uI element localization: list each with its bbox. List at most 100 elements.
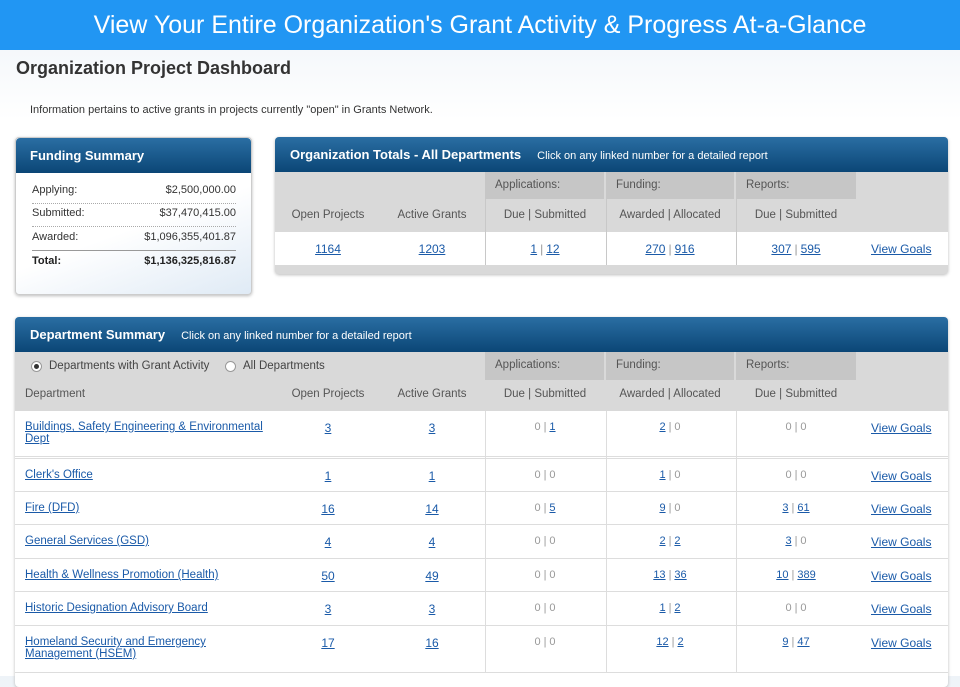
group-column [606,626,734,673]
count-link[interactable]: 17 [321,636,335,650]
count-link[interactable]: 270 [645,242,666,256]
view-goals-link[interactable]: View Goals [871,636,932,650]
view-goals-link[interactable]: View Goals [871,469,932,483]
count: 0 [549,535,556,547]
count-link[interactable]: 1 [659,469,666,481]
cell: 270 | 916 [606,242,734,256]
cell: 10 | 389 [736,569,856,581]
cell: 0 | 0 [485,636,605,648]
count: 0 [549,569,556,581]
count-link[interactable]: 3 [324,421,332,435]
view-goals-link[interactable]: View Goals [871,602,932,616]
count: 0 [785,421,792,433]
count-link[interactable]: 2 [659,535,666,547]
count-link[interactable]: 9 [659,502,666,514]
view-goals-link[interactable]: View Goals [871,242,932,256]
count-link[interactable]: 4 [324,535,332,549]
count-link[interactable]: 3 [428,602,436,616]
summary-label: Awarded: [32,231,79,243]
radio-button[interactable] [31,361,42,372]
summary-label: Submitted: [32,207,85,219]
count-link[interactable]: 9 [782,636,789,648]
count-link[interactable]: 3 [324,602,332,616]
cell: 1 | 0 [606,469,734,481]
view-goals-link[interactable]: View Goals [871,421,932,435]
panel-hint: Click on any linked number for a detaile… [181,330,412,342]
group-header: Applications: [485,172,604,199]
summary-value: $37,470,415.00 [159,207,236,219]
count-link[interactable]: 4 [428,535,436,549]
department-row: Fire (DFD) 16 14 0 | 5 9 | 0 3 | 61 View Goals [15,492,948,525]
column-header: Department [25,388,86,400]
count-link[interactable]: 916 [674,242,695,256]
radio-button[interactable] [225,361,236,372]
count-link[interactable]: 389 [797,569,816,581]
column-header: Due | Submitted [503,388,587,400]
count: 0 [674,469,681,481]
department-link[interactable]: General Services (GSD) [25,535,149,547]
summary-label: Applying: [32,184,78,196]
group-column [736,525,856,559]
cell: 1 | 12 [485,242,605,256]
count-link[interactable]: 50 [321,569,335,583]
count: 0 [800,469,807,481]
view-goals-link[interactable]: View Goals [871,535,932,549]
count-link[interactable]: 2 [674,602,681,614]
count-link[interactable]: 1164 [315,242,341,256]
count-link[interactable]: 1 [324,469,332,483]
cell: 9 | 0 [606,502,734,514]
count-link[interactable]: 307 [771,242,792,256]
count: 0 [800,535,807,547]
count-link[interactable]: 3 [428,421,436,435]
department-link[interactable]: Buildings, Safety Engineering & Environm… [25,421,263,445]
panel-title: Department Summary [30,327,166,342]
panel-hint: Click on any linked number for a detaile… [537,150,768,162]
department-link[interactable]: Clerk's Office [25,469,93,481]
separator: | [794,602,798,614]
count-link[interactable]: 13 [653,569,666,581]
count-link[interactable]: 12 [656,636,669,648]
count-link[interactable]: 1 [659,602,666,614]
separator: | [671,636,675,648]
count-link[interactable]: 2 [677,636,684,648]
count-link[interactable]: 10 [776,569,789,581]
count-link[interactable]: 2 [674,535,681,547]
funding-summary: Funding Summary Applying: $2,500,000.00 Su… [15,137,252,295]
view-goals-link[interactable]: View Goals [871,569,932,583]
view-goals-link[interactable]: View Goals [871,502,932,516]
department-link[interactable]: Historic Designation Advisory Board [25,602,208,614]
count-link[interactable]: 595 [800,242,821,256]
info-text: Information pertains to active grants in… [30,104,433,116]
panel-title: Organization Totals - All Departments [290,147,522,162]
count-link[interactable]: 5 [549,502,556,514]
count-link[interactable]: 16 [425,636,439,650]
count-link[interactable]: 36 [674,569,687,581]
count-link[interactable]: 49 [425,569,439,583]
cell: 9 | 47 [736,636,856,648]
count-link[interactable]: 1 [428,469,436,483]
count-link[interactable]: 1 [549,421,556,433]
banner: View Your Entire Organization's Grant Ac… [0,0,960,50]
department-link[interactable]: Homeland Security and Emergency Manageme… [25,636,206,660]
department-link[interactable]: Fire (DFD) [25,502,80,514]
count-link[interactable]: 16 [321,502,335,516]
count-link[interactable]: 3 [782,502,789,514]
separator: | [791,569,795,581]
count-link[interactable]: 14 [425,502,439,516]
count-link[interactable]: 47 [797,636,810,648]
department-link[interactable]: Health & Wellness Promotion (Health) [25,569,219,581]
cell: 4 [280,535,376,549]
group-column [485,199,604,265]
count-link[interactable]: 12 [546,242,560,256]
count-link[interactable]: 1203 [418,242,446,256]
count-link[interactable]: 2 [659,421,666,433]
count-link[interactable]: 1 [530,242,538,256]
radio-label[interactable]: All Departments [243,360,325,372]
separator: | [543,502,547,514]
count-link[interactable]: 3 [785,535,792,547]
cell: 16 [384,636,480,650]
department-row: Clerk's Office 1 1 0 | 0 1 | 0 0 | 0 View Goals [15,459,948,492]
radio-label[interactable]: Departments with Grant Activity [49,360,210,372]
count-link[interactable]: 61 [797,502,810,514]
